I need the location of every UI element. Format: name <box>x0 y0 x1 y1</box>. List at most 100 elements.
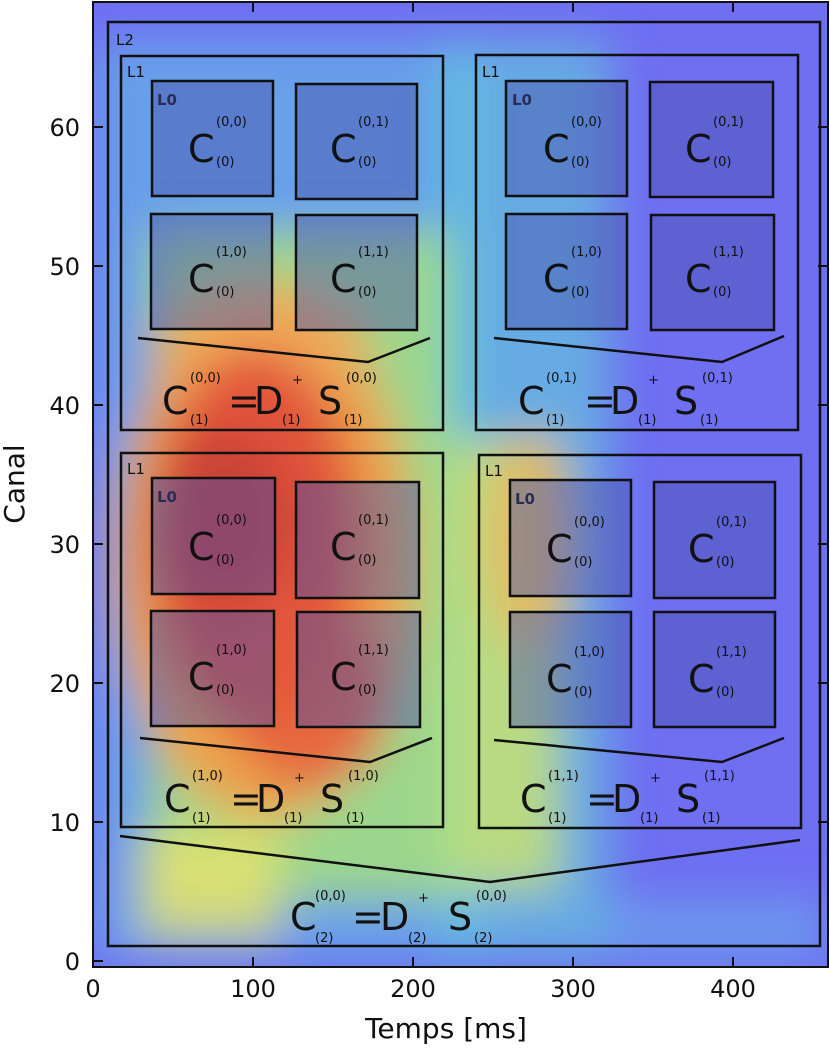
svg-text:(1,1): (1,1) <box>358 643 389 658</box>
svg-text:C: C <box>546 527 573 571</box>
l0-label: L0 <box>515 490 535 508</box>
svg-text:(0,1): (0,1) <box>713 115 744 130</box>
svg-text:(0,0): (0,0) <box>216 513 247 528</box>
x-ticks <box>92 2 734 967</box>
svg-text:(0): (0) <box>716 685 734 700</box>
l0-cell-00 <box>150 79 275 198</box>
l0-cell-11 <box>649 213 776 332</box>
svg-text:(0,0): (0,0) <box>190 371 221 386</box>
l0-cell-01 <box>294 82 419 201</box>
svg-text:C: C <box>330 257 357 301</box>
svg-text:(1,1): (1,1) <box>716 645 747 660</box>
svg-text:C: C <box>330 525 357 569</box>
l2-equation: C (0,0) (2) = D + (2) S (0,0) (2) <box>290 889 507 946</box>
svg-text:C: C <box>188 127 215 171</box>
svg-text:D: D <box>610 379 639 423</box>
svg-text:(0): (0) <box>571 155 589 170</box>
svg-text:(1): (1) <box>702 811 720 826</box>
x-tick-100: 100 <box>230 975 276 1003</box>
y-axis-label: Canal <box>0 444 31 523</box>
svg-text:(0,0): (0,0) <box>476 889 507 904</box>
l0-label: L0 <box>157 91 177 109</box>
svg-text:(1): (1) <box>282 413 300 428</box>
svg-text:=: = <box>586 777 618 821</box>
x-tick-0: 0 <box>85 975 100 1003</box>
svg-text:(1,0): (1,0) <box>571 245 602 260</box>
svg-text:(1,0): (1,0) <box>574 645 605 660</box>
l0-cell-01 <box>652 480 777 600</box>
svg-text:(0,0): (0,0) <box>346 371 377 386</box>
svg-text:S: S <box>676 777 700 821</box>
l1-equation: C (1,1) (1) = D + (1) S (1,1) (1) <box>520 769 735 826</box>
l2-brace <box>119 834 801 884</box>
l0-cell-00 <box>504 79 629 198</box>
l0-cell-11 <box>295 610 422 729</box>
svg-text:+: + <box>292 373 303 388</box>
l1-block-11: L1 L0 C (0,0) (0) C (0,1) (0) C (1,0) (0) C… <box>477 453 803 830</box>
svg-text:(2): (2) <box>408 931 426 946</box>
svg-text:(1,1): (1,1) <box>704 769 735 784</box>
l0-cell-11 <box>294 213 419 332</box>
svg-text:(0,0): (0,0) <box>574 515 605 530</box>
svg-text:D: D <box>256 777 285 821</box>
svg-text:C: C <box>546 657 573 701</box>
y-tick-20: 20 <box>49 670 80 698</box>
svg-text:C: C <box>543 127 570 171</box>
svg-text:=: = <box>230 777 262 821</box>
y-tick-40: 40 <box>49 392 80 420</box>
svg-text:C: C <box>685 127 712 171</box>
l1-brace <box>139 736 433 764</box>
l0-cell-10 <box>149 609 276 728</box>
svg-text:(0,0): (0,0) <box>216 115 247 130</box>
l0-cell-00 <box>150 476 277 596</box>
svg-text:(0,1): (0,1) <box>546 371 577 386</box>
l1-brace <box>137 336 431 364</box>
svg-text:(1,1): (1,1) <box>713 245 744 260</box>
y-tick-50: 50 <box>49 253 80 281</box>
x-tick-labels: 0 100 200 300 400 <box>85 975 756 1003</box>
svg-text:=: = <box>228 379 260 423</box>
svg-text:(1,0): (1,0) <box>216 245 247 260</box>
svg-text:(0): (0) <box>574 555 592 570</box>
svg-text:(1): (1) <box>190 413 208 428</box>
y-tick-0: 0 <box>65 948 80 976</box>
l0-cell-01 <box>648 80 775 199</box>
svg-text:(1): (1) <box>640 811 658 826</box>
svg-text:(0): (0) <box>716 555 734 570</box>
l1-block-00: L1 L0 C (0,0) (0) C (0,1) (0) C (1,0) (0) C… <box>119 54 445 432</box>
l0-cell-10 <box>504 212 629 331</box>
x-axis-label: Temps [ms] <box>364 1012 527 1045</box>
l0-cell-11 <box>652 610 777 729</box>
svg-text:C: C <box>330 655 357 699</box>
svg-text:C: C <box>290 895 317 939</box>
y-tick-labels: 0 10 20 30 40 50 60 <box>49 114 80 976</box>
l0-label: L0 <box>512 91 532 109</box>
svg-text:C: C <box>520 777 547 821</box>
svg-text:(1,1): (1,1) <box>548 769 579 784</box>
svg-text:(0): (0) <box>216 155 234 170</box>
svg-text:(0): (0) <box>358 683 376 698</box>
svg-text:C: C <box>188 257 215 301</box>
l1-equation: C (0,1) (1) = D + (1) S (0,1) (1) <box>518 371 733 428</box>
l0-cell-10 <box>508 610 633 729</box>
l2-label: L2 <box>116 31 134 49</box>
svg-text:(0): (0) <box>216 683 234 698</box>
l1-label: L1 <box>485 462 503 480</box>
l1-equation: C (1,0) (1) = D + (1) S (1,0) (1) <box>164 769 379 826</box>
svg-text:C: C <box>543 257 570 301</box>
svg-text:C: C <box>330 127 357 171</box>
svg-text:S: S <box>674 379 698 423</box>
x-tick-400: 400 <box>710 975 756 1003</box>
svg-text:(0): (0) <box>574 685 592 700</box>
svg-text:+: + <box>418 891 429 906</box>
svg-text:(0): (0) <box>216 553 234 568</box>
svg-text:S: S <box>320 777 344 821</box>
svg-text:(0): (0) <box>571 285 589 300</box>
svg-text:D: D <box>612 777 641 821</box>
svg-text:S: S <box>448 895 472 939</box>
svg-text:(0): (0) <box>216 285 234 300</box>
svg-text:+: + <box>650 771 661 786</box>
svg-text:(0): (0) <box>713 285 731 300</box>
svg-text:C: C <box>188 655 215 699</box>
y-tick-60: 60 <box>49 114 80 142</box>
